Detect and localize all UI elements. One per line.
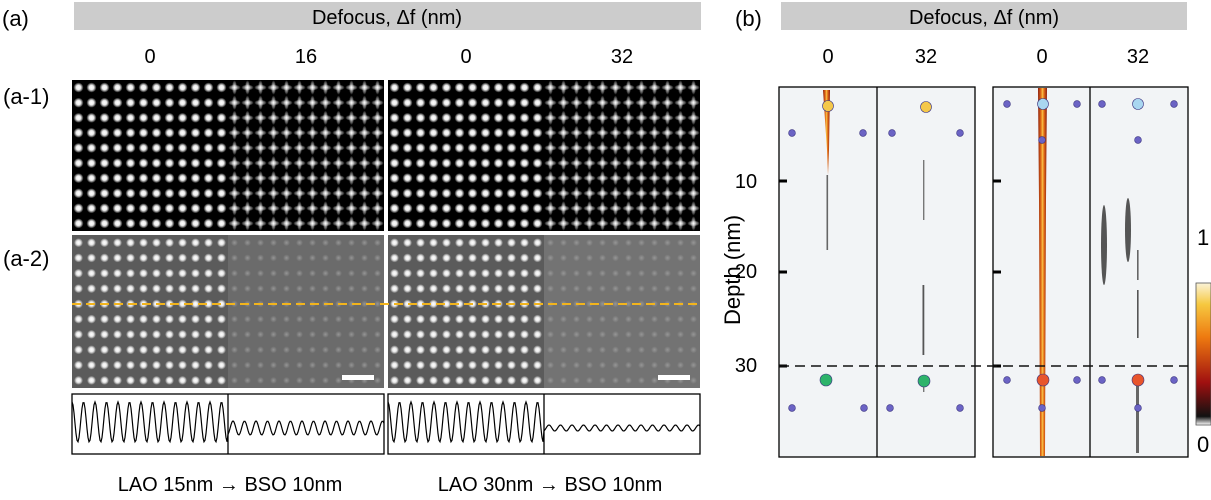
y-axis-label: Depth (nm) — [720, 215, 745, 325]
profile-right — [387, 393, 701, 455]
y-tick-30: 30 — [735, 355, 757, 377]
image-a2-left — [72, 235, 384, 388]
colorbar-max-label: 1 — [1197, 225, 1209, 250]
panel-b-header-bar — [781, 2, 1187, 30]
panel-b-col-3: 0 — [1036, 46, 1047, 68]
image-a2-right — [388, 235, 700, 388]
profile-left — [71, 393, 385, 455]
panel-b-col-1: 0 — [822, 46, 833, 68]
panel-b-col-2: 32 — [915, 46, 937, 68]
image-a1-right — [388, 80, 700, 231]
y-tick-10: 10 — [735, 171, 757, 193]
panel-a-col-2: 16 — [295, 46, 317, 68]
scale-bar-left — [342, 375, 374, 380]
caption-left: LAO 15nm → BSO 10nm — [118, 474, 343, 496]
panel-b-header: Defocus, Δf (nm) — [909, 7, 1059, 29]
panel-b-col-4: 32 — [1127, 46, 1149, 68]
depth-section-left — [778, 86, 976, 458]
scale-bar-right — [658, 375, 690, 380]
row-label-a1: (a-1) — [3, 84, 49, 109]
panel-a-label: (a) — [2, 6, 29, 31]
image-a1-left — [72, 80, 384, 231]
panel-a-col-1: 0 — [144, 46, 155, 68]
depth-section-right — [992, 86, 1189, 458]
panel-b-label: (b) — [735, 6, 762, 31]
panel-a-header: Defocus, Δf (nm) — [312, 7, 462, 29]
colorbar-min-label: 0 — [1197, 432, 1209, 457]
panel-a-col-3: 0 — [460, 46, 471, 68]
panel-a-header-bar — [74, 2, 701, 30]
row-label-a2: (a-2) — [3, 246, 49, 271]
y-tick-20: 20 — [735, 261, 757, 283]
colorbar — [1195, 282, 1211, 426]
panel-a-col-4: 32 — [611, 46, 633, 68]
caption-right: LAO 30nm → BSO 10nm — [438, 474, 663, 496]
